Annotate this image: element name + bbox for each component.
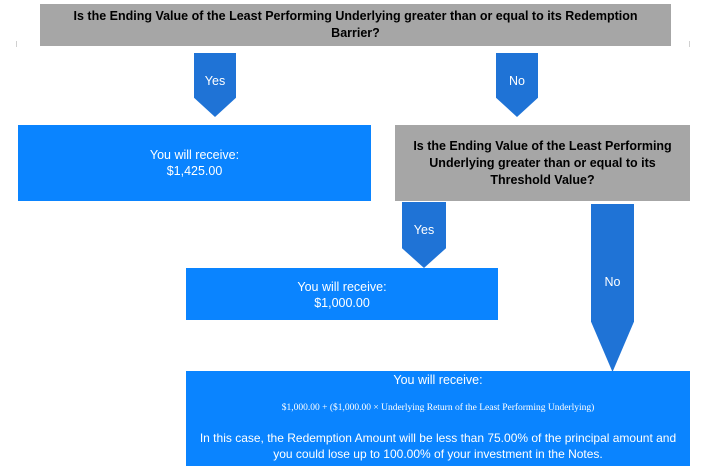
result-2-label: You will receive: xyxy=(297,280,387,294)
yes-arrow-1: Yes xyxy=(194,53,236,117)
result-box-1: You will receive: $1,425.00 xyxy=(18,125,371,201)
yes-arrow-2: Yes xyxy=(402,202,446,268)
result-box-3: You will receive: $1,000.00 + ($1,000.00… xyxy=(186,371,690,466)
no-arrow-1: No xyxy=(496,53,538,117)
left-tick-mark xyxy=(16,41,17,47)
result-3-formula: $1,000.00 + ($1,000.00 × Underlying Retu… xyxy=(281,403,595,413)
question-redemption-barrier-text: Is the Ending Value of the Least Perform… xyxy=(73,9,638,40)
no-arrow-1-label: No xyxy=(509,74,525,88)
result-box-2: You will receive: $1,000.00 xyxy=(186,268,498,320)
no-arrow-2: No xyxy=(591,204,634,372)
right-tick-mark xyxy=(689,41,690,47)
yes-arrow-1-label: Yes xyxy=(204,74,226,88)
yes-arrow-2-label: Yes xyxy=(413,223,435,237)
result-1-amount: $1,425.00 xyxy=(166,164,223,178)
result-2-amount: $1,000.00 xyxy=(314,296,370,310)
result-3-label: You will receive: xyxy=(393,373,483,387)
question-threshold-value-text: Is the Ending Value of the Least Perform… xyxy=(413,138,672,187)
result-3-note: In this case, the Redemption Amount will… xyxy=(199,431,677,461)
no-arrow-2-label: No xyxy=(604,275,621,289)
result-1-label: You will receive: xyxy=(149,148,240,162)
question-redemption-barrier: Is the Ending Value of the Least Perform… xyxy=(40,4,671,46)
question-threshold-value: Is the Ending Value of the Least Perform… xyxy=(395,125,690,201)
